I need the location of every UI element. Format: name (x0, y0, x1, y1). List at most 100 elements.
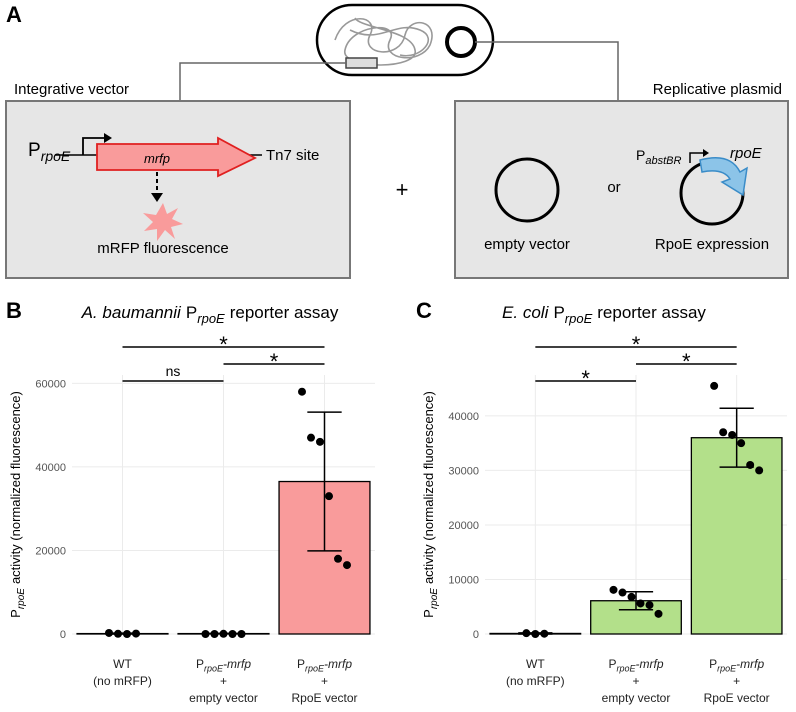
chart-title-base: P (553, 303, 564, 322)
x-tick-label: WT (113, 657, 132, 671)
error-bar (307, 411, 342, 552)
connector (179, 62, 346, 100)
promoter-label: PrpoE (28, 140, 71, 164)
cell (315, 3, 495, 77)
x-tick-label-rest: -mrfp (324, 657, 352, 671)
y-tick-label: 0 (60, 629, 66, 641)
x-tick-label: PrpoE-mrfp (608, 657, 663, 674)
promoter-sub: abstBR (645, 155, 681, 167)
y-tick-label: 60000 (35, 378, 66, 390)
promoter-arrowhead (104, 133, 112, 143)
replicative-box (454, 100, 789, 279)
x-tick-label-sub: rpoE (617, 664, 637, 674)
data-point (540, 629, 549, 638)
y-tick-label: 40000 (448, 411, 479, 423)
y-tick-label: 10000 (448, 574, 479, 586)
y-axis-label: PrpoE activity (normalized fluorescence) (421, 391, 440, 618)
data-point (334, 554, 342, 563)
plasmid-promoter-arrow (689, 152, 704, 163)
chromosome (334, 17, 433, 66)
data-point (114, 629, 122, 638)
x-tick-label: empty vector (189, 691, 258, 705)
y-axis-label-base: P (8, 609, 23, 618)
panel-label: C (416, 298, 432, 323)
y-tick-label: 40000 (35, 462, 66, 474)
or-label: or (607, 179, 620, 196)
x-tick-label-sub: rpoE (717, 664, 737, 674)
chart-title-sub: rpoE (197, 311, 225, 326)
fluorescence-burst (143, 203, 183, 241)
box-title: Replicative plasmid (653, 81, 782, 98)
chart-title-italic: E. coli (502, 303, 550, 322)
data-point (201, 630, 210, 638)
box-title: Integrative vector (14, 81, 129, 98)
y-tick-label: 20000 (448, 520, 479, 532)
data-point (210, 630, 219, 638)
x-tick-label-sub: rpoE (305, 664, 325, 674)
x-tick-label-rest: -mrfp (636, 657, 664, 671)
dashed-arrowhead (151, 193, 163, 202)
data-point (746, 460, 755, 469)
promoter-sub: rpoE (41, 148, 71, 164)
empty-label: empty vector (484, 236, 570, 253)
significance-label: * (632, 332, 641, 357)
gene-label: mrfp (144, 151, 170, 166)
mrfp-gene (96, 136, 257, 178)
significance-label: * (682, 349, 691, 374)
chart-title-italic: A. baumannii (81, 303, 182, 322)
data-point (316, 437, 324, 446)
chart-title-base: P (186, 303, 197, 322)
x-tick-label: + (632, 674, 639, 688)
y-axis-label-rest: activity (normalized fluorescence) (8, 391, 23, 584)
data-point (219, 629, 228, 638)
data-point (105, 628, 113, 637)
x-tick-label: + (220, 674, 227, 688)
expression-label: RpoE expression (655, 236, 769, 253)
data-point (627, 592, 636, 601)
x-tick-label-base: P (709, 657, 717, 671)
readout-label: mRFP fluorescence (97, 240, 228, 257)
connector (475, 41, 619, 100)
chart-title: A. baumannii PrpoE reporter assay (81, 303, 339, 326)
data-point (719, 428, 728, 437)
x-tick-label-base: P (608, 657, 616, 671)
x-tick-label: (no mRFP) (93, 674, 152, 688)
y-tick-label: 30000 (448, 465, 479, 477)
insertion-site (345, 57, 378, 69)
promoter-base: P (28, 140, 41, 161)
data-point (531, 630, 540, 638)
x-tick-label: + (321, 674, 328, 688)
x-tick-label: (no mRFP) (506, 674, 565, 688)
x-tick-label: RpoE vector (291, 691, 357, 705)
data-point (298, 387, 306, 396)
data-point (755, 466, 764, 475)
empty-plasmid (494, 157, 560, 223)
x-tick-label: RpoE vector (704, 691, 770, 705)
data-point (307, 433, 315, 442)
x-tick-label: PrpoE-mrfp (709, 657, 764, 674)
chart-title-rest: reporter assay (230, 303, 339, 322)
data-point (522, 629, 531, 638)
y-axis-label-sub: rpoE (16, 588, 27, 609)
significance-label: ns (166, 363, 181, 379)
data-point (325, 492, 333, 501)
significance-label: * (270, 349, 279, 374)
y-axis-label-rest: activity (normalized fluorescence) (421, 391, 436, 584)
y-axis-label: PrpoE activity (normalized fluorescence) (8, 391, 27, 618)
rpoe-gene-arrow (699, 157, 748, 197)
x-tick-label-rest: -mrfp (736, 657, 764, 671)
chart-title: E. coli PrpoE reporter assay (502, 303, 706, 326)
significance-label: * (581, 366, 590, 391)
data-point (710, 381, 719, 390)
x-tick-label-sub: rpoE (204, 664, 224, 674)
plasmid-gene-label: rpoE (730, 145, 763, 162)
data-point (343, 561, 351, 570)
x-tick-label-base: P (196, 657, 204, 671)
y-tick-label: 0 (473, 629, 479, 641)
bar (690, 437, 783, 635)
significance-label: * (219, 332, 228, 357)
y-axis-label-sub: rpoE (429, 588, 440, 609)
data-point (737, 439, 746, 448)
data-point (237, 630, 246, 638)
